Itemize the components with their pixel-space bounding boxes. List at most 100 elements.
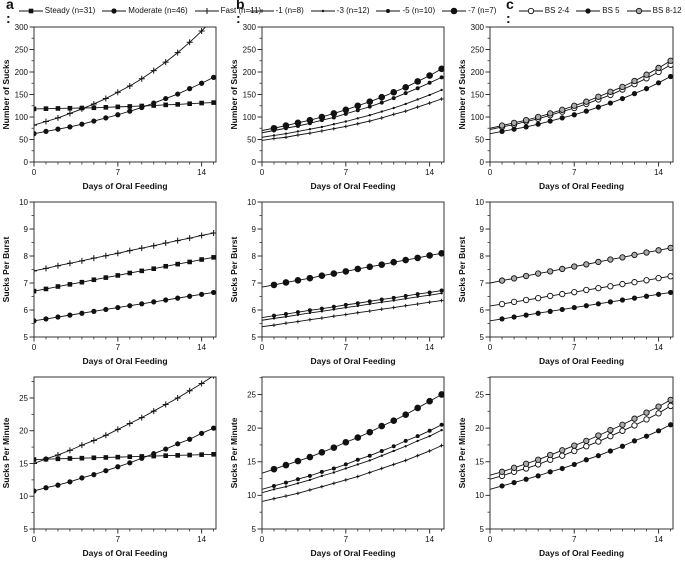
- open-circle-marker-icon: [518, 7, 543, 14]
- y-axis-label: Sucks Per Minute: [229, 417, 239, 488]
- y-axis-label: Sucks Per Burst: [457, 236, 467, 302]
- x-tick-label: 0: [32, 168, 37, 177]
- gray-circle-marker-icon: [626, 7, 651, 14]
- axes-c1: 0 7 14 0 50 100 150 200 250 300: [471, 23, 674, 177]
- y-tick-label: 5: [24, 333, 29, 342]
- chart-c2: 0 7 14 5 6 7 8 9 10 Days of Oral Feeding Sucks Per…: [457, 198, 674, 366]
- x-tick-label: 0: [488, 535, 493, 544]
- y-axis-label: Sucks Per Burst: [229, 236, 239, 302]
- dot-large-marker-icon: [442, 7, 467, 14]
- chart-b3: 0 7 14 5 10 15 20 25 Days of Oral Feeding Sucks P…: [229, 376, 445, 558]
- y-tick-label: 250: [15, 45, 29, 54]
- panel-b2: 0 7 14 5 6 7 8 9 10 Days of Oral Feeding Sucks Per…: [228, 196, 456, 371]
- x-tick-label: 0: [488, 343, 493, 352]
- axes-b1: 0 7 14 0 50 100 150 200 250 300: [243, 23, 445, 177]
- x-tick-label: 7: [116, 168, 121, 177]
- y-tick-label: 150: [471, 90, 485, 99]
- y-tick-label: 7: [24, 279, 29, 288]
- y-tick-label: 200: [15, 68, 29, 77]
- y-tick-label: 5: [252, 333, 257, 342]
- chart-a1: 0 7 14 0 50 100 150 200 250 300 Days of Oral Feedi…: [1, 23, 217, 191]
- filled-square-marker-icon: [18, 8, 43, 13]
- legend-item-label: Moderate (n=46): [128, 6, 188, 15]
- panel-c2: 0 7 14 5 6 7 8 9 10 Days of Oral Feeding Sucks Per…: [456, 196, 685, 371]
- x-axis-label: Days of Oral Feeding: [539, 181, 624, 191]
- y-tick-label: 50: [247, 135, 256, 144]
- y-tick-label: 25: [475, 390, 484, 399]
- chart-c1: 0 7 14 0 50 100 150 200 250 300 Days of Oral Feedi…: [457, 23, 674, 191]
- y-tick-label: 20: [247, 424, 256, 433]
- series-a1: [34, 27, 216, 137]
- x-tick-label: 14: [654, 168, 663, 177]
- y-tick-label: 8: [252, 252, 257, 261]
- x-tick-label: 14: [425, 168, 434, 177]
- y-tick-label: 0: [252, 158, 257, 167]
- x-tick-label: 0: [488, 168, 493, 177]
- y-tick-label: 7: [252, 279, 257, 288]
- x-tick-label: 14: [654, 343, 663, 352]
- legend-item-label: -5 (n=10): [402, 6, 436, 15]
- x-tick-label: 7: [344, 168, 349, 177]
- filled-circle-marker-icon: [102, 7, 127, 14]
- panel-b3: 0 7 14 5 10 15 20 25 Days of Oral Feeding Sucks P…: [228, 371, 456, 575]
- legend-item-label: -7 (n=7): [468, 6, 497, 15]
- y-axis-label: Number of Sucks: [1, 59, 11, 129]
- series-b3: [262, 391, 444, 502]
- y-tick-label: 5: [252, 525, 257, 534]
- axes-a2: 0 7 14 5 6 7 8 9 10: [19, 198, 217, 352]
- y-axis-label: Sucks Per Minute: [1, 417, 11, 488]
- y-tick-label: 20: [475, 424, 484, 433]
- panel-c1: 0 7 14 0 50 100 150 200 250 300 Days of Oral Feedi…: [456, 21, 685, 196]
- chart-b2: 0 7 14 5 6 7 8 9 10 Days of Oral Feeding Sucks Per…: [229, 198, 445, 366]
- legend-item-label: BS 5: [602, 6, 620, 15]
- x-tick-label: 7: [572, 343, 577, 352]
- panel-a3: 0 7 14 5 10 15 20 25 Days of Oral Feeding Sucks P…: [0, 371, 228, 575]
- chart-b1: 0 7 14 0 50 100 150 200 250 300 Days of Oral Feedi…: [229, 23, 445, 191]
- chart-grid: 0 7 14 0 50 100 150 200 250 300 Days of Oral Feedi…: [0, 21, 685, 575]
- x-axis-label: Days of Oral Feeding: [310, 181, 395, 191]
- x-tick-label: 7: [344, 535, 349, 544]
- y-axis-label: Number of Sucks: [229, 59, 239, 129]
- y-tick-label: 9: [480, 225, 485, 234]
- axes-c3: 0 7 14 5 10 15 20 25: [475, 376, 674, 544]
- y-tick-label: 6: [24, 306, 29, 315]
- legend-row: a : Steady (n=31) Moderate (n=46) Fast (n=…: [0, 0, 685, 25]
- panel-a2: 0 7 14 5 6 7 8 9 10 Days of Oral Feeding Sucks Per…: [0, 196, 228, 371]
- x-tick-label: 7: [116, 535, 121, 544]
- y-tick-label: 50: [19, 135, 28, 144]
- y-tick-label: 6: [252, 306, 257, 315]
- x-tick-label: 14: [197, 535, 206, 544]
- x-axis-label: Days of Oral Feeding: [310, 548, 395, 558]
- legend-item: -3 (n=12): [310, 6, 369, 16]
- series-c1: [490, 57, 673, 135]
- y-tick-label: 10: [247, 491, 256, 500]
- x-tick-label: 0: [260, 343, 265, 352]
- x-axis-label: Days of Oral Feeding: [310, 356, 395, 366]
- x-tick-label: 14: [654, 535, 663, 544]
- series-c3: [490, 396, 673, 490]
- x-tick-label: 14: [197, 343, 206, 352]
- x-axis-label: Days of Oral Feeding: [539, 548, 624, 558]
- axes-b3: 0 7 14 5 10 15 20 25: [247, 376, 445, 544]
- y-tick-label: 10: [475, 198, 484, 207]
- y-tick-label: 250: [471, 45, 485, 54]
- y-tick-label: 200: [243, 68, 257, 77]
- legend-a: a : Steady (n=31) Moderate (n=46) Fast (n=…: [0, 0, 261, 25]
- panel-b1: 0 7 14 0 50 100 150 200 250 300 Days of Oral Feedi…: [228, 21, 456, 196]
- y-tick-label: 0: [24, 158, 29, 167]
- legend-items-c: BS 2-4 BS 5 BS 8-12: [518, 6, 685, 16]
- legend-item: Moderate (n=46): [102, 6, 188, 16]
- y-tick-label: 9: [252, 225, 257, 234]
- y-axis-label: Sucks Per Minute: [457, 417, 467, 488]
- legend-b: b : -1 (n=8) -3 (n=12) -5 (n=10) -7 (n=7): [228, 0, 496, 25]
- x-tick-label: 0: [260, 168, 265, 177]
- y-tick-label: 10: [475, 491, 484, 500]
- plus-small-marker-icon: [249, 8, 274, 13]
- y-tick-label: 8: [24, 252, 29, 261]
- x-axis-label: Days of Oral Feeding: [82, 548, 167, 558]
- panel-a1: 0 7 14 0 50 100 150 200 250 300 Days of Oral Feedi…: [0, 21, 228, 196]
- y-tick-label: 20: [19, 427, 28, 436]
- chart-a3: 0 7 14 5 10 15 20 25 Days of Oral Feeding Sucks P…: [1, 376, 217, 558]
- y-tick-label: 10: [19, 198, 28, 207]
